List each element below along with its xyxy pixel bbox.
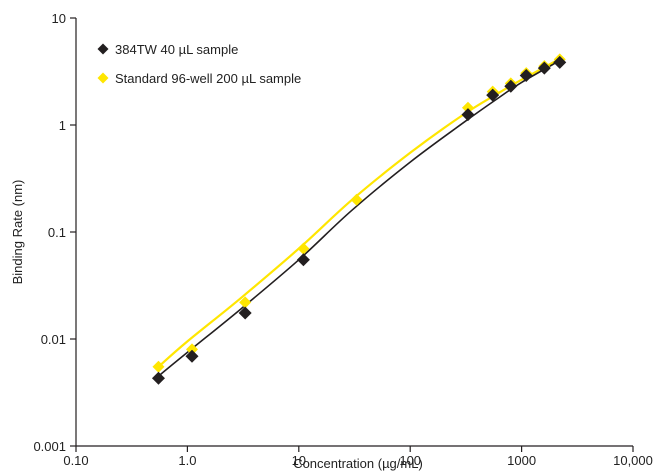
x-tick-label: 10,000	[613, 453, 653, 468]
x-tick-label: 100	[399, 453, 421, 468]
data-point-series-0	[461, 108, 475, 122]
data-point-series-1	[350, 193, 363, 206]
x-tick-label: 10	[292, 453, 306, 468]
legend-marker	[97, 72, 109, 84]
data-point-series-1	[297, 242, 310, 255]
y-tick-label: 0.001	[33, 439, 66, 454]
data-point-series-0	[519, 69, 533, 83]
data-point-series-1	[239, 296, 252, 309]
data-point-series-0	[504, 79, 518, 93]
y-ticks: 0.001 0.01 0.1 1 10	[33, 11, 76, 454]
data-point-series-0	[151, 371, 165, 385]
x-tick-label: 0.10	[63, 453, 88, 468]
y-tick-label: 1	[59, 118, 66, 133]
data-point-series-1	[186, 343, 199, 356]
y-tick-label: 10	[52, 11, 66, 26]
x-ticks: 0.10 1.0 10 100 1000 10,000	[63, 446, 653, 468]
fit-line-series-1	[157, 57, 561, 368]
data-point-series-1	[152, 360, 165, 373]
x-tick-label: 1000	[507, 453, 536, 468]
y-tick-label: 0.01	[41, 332, 66, 347]
data-point-series-0	[553, 55, 567, 69]
legend-label: Standard 96-well 200 µL sample	[115, 71, 301, 86]
x-axis-title: Concentration (µg/mL)	[293, 456, 423, 471]
fit-lines	[157, 57, 561, 377]
y-axis-title: Binding Rate (nm)	[10, 180, 25, 285]
data-point-series-0	[238, 306, 252, 320]
legend-marker	[97, 43, 109, 55]
data-point-series-0	[296, 253, 310, 267]
x-tick-label: 1.0	[178, 453, 196, 468]
fit-line-series-0	[157, 59, 561, 377]
markers	[151, 53, 567, 385]
data-point-series-0	[537, 61, 551, 75]
legend-label: 384TW 40 µL sample	[115, 42, 238, 57]
data-point-series-0	[185, 349, 199, 363]
data-point-series-1	[461, 101, 474, 114]
data-point-series-0	[486, 88, 500, 102]
legend: 384TW 40 µL sample Standard 96-well 200 µ…	[97, 42, 301, 86]
y-tick-label: 0.1	[48, 225, 66, 240]
